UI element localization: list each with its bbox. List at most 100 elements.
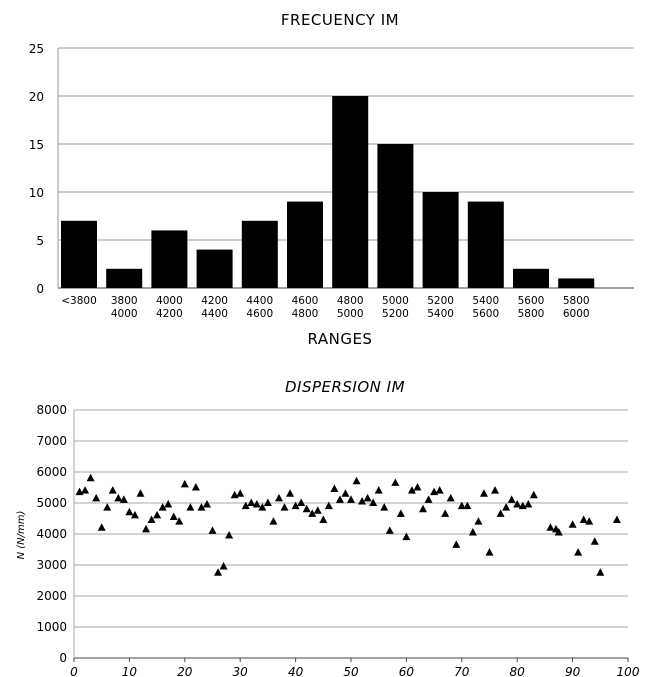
scatter-point [136,489,145,497]
histogram-x-tick-label: 4400 [201,308,228,320]
scatter-point [441,509,450,517]
scatter-point [308,509,317,517]
scatter-x-tick-label: 60 [399,665,415,677]
histogram-bar [558,278,595,288]
scatter-point [546,523,555,531]
scatter-point [130,510,139,519]
scatter-title: DISPERSION IM [285,378,405,396]
scatter-x-tick-label: 30 [233,665,249,677]
scatter-y-tick-label: 1000 [36,620,67,634]
scatter-point [252,500,261,508]
scatter-point [169,512,178,520]
histogram-x-tick-label: 5200 [427,295,454,307]
scatter-point [219,562,228,570]
scatter-point [554,527,563,536]
scatter-point [352,476,361,485]
histogram-bar [422,192,459,288]
scatter-point [590,537,599,545]
histogram-bar [61,220,97,288]
histogram-x-tick-label: 5000 [382,295,409,307]
histogram-y-tick-label: 25 [29,42,44,56]
scatter-y-tick-label: 6000 [36,465,67,479]
scatter-point [86,473,95,482]
histogram-bar [287,201,323,288]
scatter-point [180,479,189,488]
histogram-y-tick-label: 10 [29,186,44,200]
scatter-x-tick-label: 90 [565,665,581,677]
scatter-point [457,501,466,510]
scatter-point [225,531,234,539]
scatter-point [341,489,350,497]
histogram-x-tick-label: 5600 [518,295,545,307]
scatter-point [330,484,339,493]
scatter-x-tick-label: 70 [454,665,470,677]
scatter-point [369,498,378,506]
scatter-point [214,568,223,576]
scatter-point [380,503,389,511]
histogram-x-tick-label: 3800 [111,295,138,307]
scatter-point [108,486,117,494]
scatter-x-ticks: 0 10 20 30 40 50 60 70 80 90 100 [70,665,640,677]
scatter-point [297,498,306,506]
scatter-y-tick-label: 2000 [36,589,67,603]
histogram-x-tick-label: 6000 [563,308,590,320]
histogram-bar [332,96,369,288]
scatter-x-tick-label: 20 [177,665,193,677]
scatter-point [347,495,355,503]
scatter-point [374,486,383,494]
scatter-point [502,503,511,511]
histogram-x-tick-label: 4000 [111,308,138,320]
scatter-point [524,500,533,508]
scatter-point [507,495,516,503]
scatter-point [385,526,394,534]
scatter-point [474,517,483,525]
scatter-point [529,490,538,499]
scatter-point [81,486,90,494]
scatter-point [236,489,245,497]
scatter-point [612,515,621,524]
scatter-point [147,515,156,524]
scatter-y-tick-label: 7000 [36,434,67,448]
histogram-x-tick-label: 5400 [472,295,499,307]
scatter-y-tick-label: 8000 [36,403,67,417]
histogram-y-ticks: 0 5 10 15 20 25 [29,42,44,296]
scatter-point [407,486,416,494]
scatter-point [396,509,405,517]
scatter-point [491,486,500,494]
scatter-point [274,493,283,502]
scatter-point [125,507,134,516]
scatter-point [358,496,367,505]
scatter-point [596,568,605,576]
histogram-x-tick-label: 5800 [563,295,590,307]
scatter-point [446,493,455,502]
scatter-point [419,504,428,513]
scatter-point [452,540,461,548]
scatter-point [247,498,256,506]
histogram-y-tick-label: 20 [29,90,44,104]
histogram-bar [241,220,278,288]
scatter-point [164,500,173,508]
scatter-point [291,501,300,510]
scatter-point [435,486,444,494]
scatter-point [114,493,123,502]
scatter-point [335,495,344,503]
scatter-point [186,503,195,511]
scatter-point [496,509,505,517]
histogram-x-tick-label: 4800 [337,295,364,307]
scatter-point [402,532,411,541]
scatter-point [280,503,289,511]
scatter-point [413,483,422,491]
scatter-y-axis-label: N (N/mm) [16,511,27,560]
histogram-y-tick-label: 0 [36,282,44,296]
histogram-x-tick-label: 5400 [427,308,454,320]
scatter-y-tick-label: 4000 [36,527,67,541]
scatter-point [202,500,211,508]
histogram-x-tick-label: 5000 [337,308,364,320]
scatter-point [424,495,433,503]
scatter-point [269,517,278,525]
histogram-x-ticks: <3800 38004000400042004200440044004600460… [61,295,589,320]
scatter-gridlines [73,409,629,662]
scatter-point [568,520,577,528]
